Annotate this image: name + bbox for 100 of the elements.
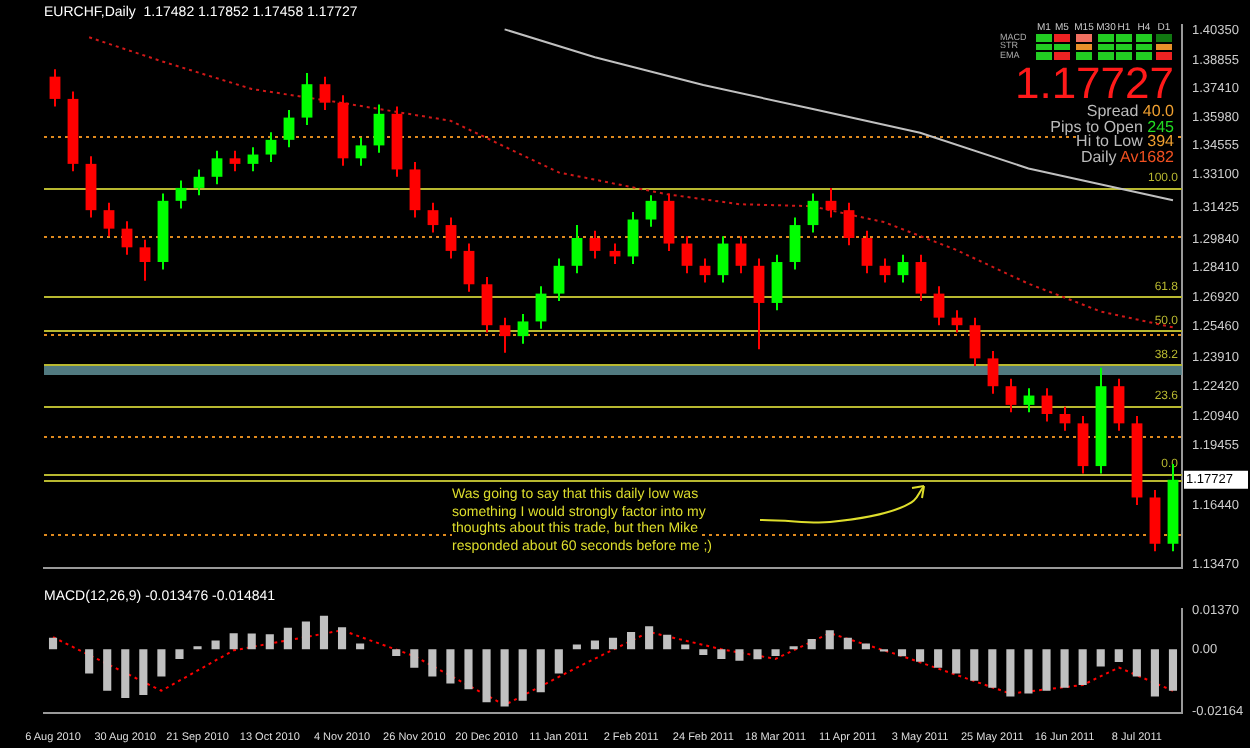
- bar: [807, 638, 816, 650]
- bar: [319, 615, 329, 650]
- bar: [410, 649, 419, 668]
- candlestick: [355, 136, 367, 167]
- bar: [428, 649, 437, 677]
- candlestick: [807, 192, 819, 234]
- bar: [337, 627, 347, 650]
- line-series: [52, 629, 1174, 707]
- candlestick: [265, 131, 277, 163]
- bar: [952, 649, 961, 674]
- bar: [48, 637, 58, 650]
- bar: [482, 649, 491, 703]
- candlestick: [681, 235, 693, 275]
- candlestick: [499, 316, 511, 354]
- candlestick: [1149, 489, 1161, 553]
- bar: [211, 640, 220, 650]
- line-series: [88, 36, 1174, 329]
- bar: [283, 627, 292, 650]
- candlestick: [915, 253, 927, 302]
- bar: [1132, 649, 1141, 677]
- candlestick: [139, 238, 151, 282]
- bar: [627, 632, 636, 650]
- candlestick: [409, 160, 421, 219]
- bar: [1006, 649, 1015, 697]
- candlestick: [969, 316, 981, 367]
- candlestick: [229, 149, 241, 173]
- candlestick: [645, 194, 657, 228]
- bar: [1042, 649, 1051, 691]
- annotation: Hi to Low 394: [1076, 132, 1174, 150]
- bar: [85, 649, 94, 674]
- bar: [771, 649, 780, 657]
- bar: [663, 634, 672, 650]
- candlestick: [933, 285, 945, 327]
- bar: [753, 649, 762, 660]
- candlestick: [535, 285, 547, 330]
- candlestick: [193, 168, 205, 197]
- bar: [645, 626, 654, 650]
- bar: [843, 637, 852, 650]
- annotation: Pips to Open 245: [1050, 117, 1174, 135]
- candlestick: [553, 257, 565, 302]
- candlestick: [211, 149, 223, 186]
- bar: [861, 643, 870, 650]
- bar: [175, 649, 184, 659]
- bar: [608, 637, 618, 650]
- candlestick: [571, 224, 583, 275]
- candlestick: [517, 313, 529, 345]
- annotation: Spread 40.0: [1086, 102, 1174, 120]
- candlestick: [175, 179, 187, 210]
- candlestick: [987, 350, 999, 395]
- bar: [356, 643, 365, 650]
- candlestick: [319, 75, 331, 112]
- candlestick: [481, 275, 493, 334]
- candlestick: [753, 257, 765, 351]
- bar: [970, 649, 979, 681]
- bar: [157, 649, 166, 677]
- bar: [229, 633, 238, 650]
- bar: [1168, 649, 1178, 691]
- candlestick: [843, 201, 855, 247]
- bar: [500, 649, 509, 707]
- bar: [934, 649, 943, 668]
- candlestick: [373, 103, 385, 154]
- bar: [735, 649, 744, 661]
- candlestick: [427, 201, 439, 234]
- candlestick: [1077, 415, 1089, 475]
- bar: [446, 649, 455, 684]
- bar: [392, 649, 401, 657]
- bar: [916, 649, 925, 662]
- bar: [247, 633, 256, 650]
- bar: [897, 649, 907, 657]
- candlestick: [445, 216, 457, 260]
- candlestick: [861, 229, 873, 275]
- bar: [1114, 649, 1123, 663]
- bar: [554, 649, 563, 674]
- candlestick: [283, 109, 295, 149]
- bar: [1060, 649, 1069, 688]
- bar: [1150, 649, 1159, 697]
- candlestick: [735, 235, 747, 275]
- bar: [590, 640, 599, 650]
- candlestick: [897, 253, 909, 284]
- bar: [699, 649, 708, 655]
- bar: [464, 649, 473, 690]
- bar: [121, 649, 130, 698]
- candlestick: [1113, 377, 1125, 432]
- candlestick: [85, 155, 97, 219]
- candlestick: [301, 72, 313, 126]
- bar: [536, 649, 545, 693]
- candlestick: [49, 68, 61, 108]
- candlestick: [589, 229, 601, 260]
- bar: [1024, 649, 1033, 694]
- bar: [301, 621, 310, 650]
- candlestick: [663, 192, 675, 252]
- candlestick: [103, 201, 115, 238]
- candlestick: [1005, 377, 1017, 414]
- bar: [717, 649, 726, 659]
- bar: [988, 649, 997, 688]
- annotation: Daily Av1682: [1080, 147, 1174, 165]
- bar: [1078, 649, 1087, 686]
- bar: [1096, 649, 1105, 667]
- candlestick: [717, 235, 729, 284]
- candlestick: [771, 253, 783, 312]
